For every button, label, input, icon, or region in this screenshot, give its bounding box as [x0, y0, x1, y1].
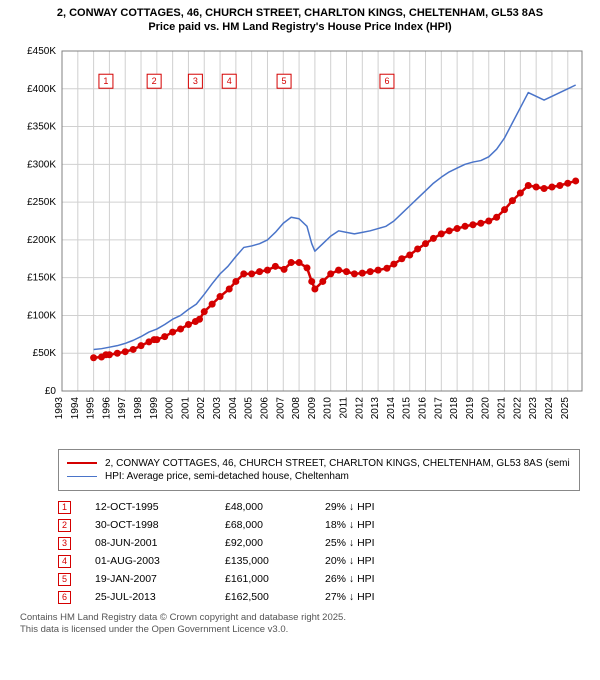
svg-text:1: 1 [103, 76, 108, 86]
transaction-marker: 3 [58, 537, 71, 550]
transaction-date: 08-JUN-2001 [95, 537, 225, 549]
svg-text:1995: 1995 [86, 396, 97, 419]
svg-text:2005: 2005 [244, 396, 255, 419]
transaction-date: 30-OCT-1998 [95, 519, 225, 531]
transaction-date: 12-OCT-1995 [95, 501, 225, 513]
transaction-pct: 18% ↓ HPI [325, 519, 445, 531]
svg-text:£300K: £300K [27, 159, 56, 170]
chart-plot-area: £0 £50K £100K £150K £200K £250K £300K £350K £400… [10, 41, 590, 441]
transaction-pct: 25% ↓ HPI [325, 537, 445, 549]
transaction-row: 6 25-JUL-2013£162,50027% ↓ HPI [58, 591, 580, 604]
legend: 2, CONWAY COTTAGES, 46, CHURCH STREET, C… [58, 449, 580, 491]
svg-text:2016: 2016 [418, 396, 429, 419]
transaction-row: 4 01-AUG-2003£135,00020% ↓ HPI [58, 555, 580, 568]
transaction-price: £68,000 [225, 519, 325, 531]
svg-text:2008: 2008 [291, 396, 302, 419]
svg-text:2024: 2024 [544, 396, 555, 419]
legend-label: HPI: Average price, semi-detached house,… [105, 471, 349, 482]
svg-text:2013: 2013 [370, 396, 381, 419]
svg-text:1998: 1998 [133, 396, 144, 419]
transaction-row: 1 12-OCT-1995£48,00029% ↓ HPI [58, 501, 580, 514]
transaction-pct: 26% ↓ HPI [325, 573, 445, 585]
chart-svg: £0 £50K £100K £150K £200K £250K £300K £350K £400… [10, 41, 590, 441]
svg-text:6: 6 [384, 76, 389, 86]
legend-swatch [67, 462, 97, 464]
svg-text:1994: 1994 [70, 396, 81, 419]
svg-text:2001: 2001 [180, 396, 191, 419]
transaction-marker: 1 [58, 501, 71, 514]
svg-text:2018: 2018 [449, 396, 460, 419]
transaction-row: 5 19-JAN-2007£161,00026% ↓ HPI [58, 573, 580, 586]
svg-text:£150K: £150K [27, 272, 56, 283]
transaction-price: £161,000 [225, 573, 325, 585]
transaction-marker: 6 [58, 591, 71, 604]
chart-title: 2, CONWAY COTTAGES, 46, CHURCH STREET, C… [8, 6, 592, 35]
transactions-table: 1 12-OCT-1995£48,00029% ↓ HPI 2 30-OCT-1998… [58, 501, 580, 604]
transaction-price: £162,500 [225, 591, 325, 603]
svg-text:£50K: £50K [33, 348, 57, 359]
svg-text:2019: 2019 [465, 396, 476, 419]
footer-line-1: Contains HM Land Registry data © Crown c… [20, 612, 346, 623]
chart-container: 2, CONWAY COTTAGES, 46, CHURCH STREET, C… [0, 0, 600, 647]
svg-text:2017: 2017 [433, 396, 444, 419]
svg-text:2014: 2014 [386, 396, 397, 419]
svg-text:2009: 2009 [307, 396, 318, 419]
title-line-1: 2, CONWAY COTTAGES, 46, CHURCH STREET, C… [57, 7, 543, 19]
legend-label: 2, CONWAY COTTAGES, 46, CHURCH STREET, C… [105, 458, 570, 469]
transaction-pct: 29% ↓ HPI [325, 501, 445, 513]
svg-text:2023: 2023 [528, 396, 539, 419]
footer-line-2: This data is licensed under the Open Gov… [20, 624, 288, 635]
transaction-price: £135,000 [225, 555, 325, 567]
svg-text:2004: 2004 [228, 396, 239, 419]
transaction-price: £92,000 [225, 537, 325, 549]
transaction-date: 25-JUL-2013 [95, 591, 225, 603]
transaction-pct: 27% ↓ HPI [325, 591, 445, 603]
footer-attribution: Contains HM Land Registry data © Crown c… [20, 612, 592, 638]
svg-text:1993: 1993 [54, 396, 65, 419]
svg-text:2006: 2006 [259, 396, 270, 419]
svg-text:5: 5 [282, 76, 287, 86]
legend-row: 2, CONWAY COTTAGES, 46, CHURCH STREET, C… [67, 458, 571, 469]
transaction-date: 01-AUG-2003 [95, 555, 225, 567]
svg-text:2011: 2011 [338, 396, 349, 418]
svg-text:£100K: £100K [27, 310, 56, 321]
svg-text:£400K: £400K [27, 83, 56, 94]
svg-text:2022: 2022 [512, 396, 523, 419]
transaction-date: 19-JAN-2007 [95, 573, 225, 585]
svg-text:1996: 1996 [101, 396, 112, 419]
svg-text:1999: 1999 [149, 396, 160, 419]
svg-text:2003: 2003 [212, 396, 223, 419]
transaction-row: 2 30-OCT-1998£68,00018% ↓ HPI [58, 519, 580, 532]
svg-text:£250K: £250K [27, 197, 56, 208]
svg-text:3: 3 [193, 76, 198, 86]
title-line-2: Price paid vs. HM Land Registry's House … [148, 21, 451, 33]
transaction-price: £48,000 [225, 501, 325, 513]
svg-text:2015: 2015 [402, 396, 413, 419]
svg-text:2000: 2000 [165, 396, 176, 419]
legend-row: HPI: Average price, semi-detached house,… [67, 471, 571, 482]
svg-text:£200K: £200K [27, 234, 56, 245]
svg-text:2: 2 [152, 76, 157, 86]
transaction-marker: 4 [58, 555, 71, 568]
svg-text:£350K: £350K [27, 121, 56, 132]
svg-text:2007: 2007 [275, 396, 286, 419]
svg-text:1997: 1997 [117, 396, 128, 419]
svg-text:2010: 2010 [323, 396, 334, 419]
svg-text:2012: 2012 [354, 396, 365, 419]
transaction-marker: 5 [58, 573, 71, 586]
svg-text:2025: 2025 [560, 396, 571, 419]
svg-text:2021: 2021 [497, 396, 508, 419]
svg-text:£450K: £450K [27, 46, 56, 57]
transaction-pct: 20% ↓ HPI [325, 555, 445, 567]
transaction-marker: 2 [58, 519, 71, 532]
svg-text:4: 4 [227, 76, 232, 86]
svg-text:£0: £0 [45, 386, 57, 397]
legend-swatch [67, 476, 97, 477]
svg-text:2020: 2020 [481, 396, 492, 419]
transaction-row: 3 08-JUN-2001£92,00025% ↓ HPI [58, 537, 580, 550]
svg-text:2002: 2002 [196, 396, 207, 419]
